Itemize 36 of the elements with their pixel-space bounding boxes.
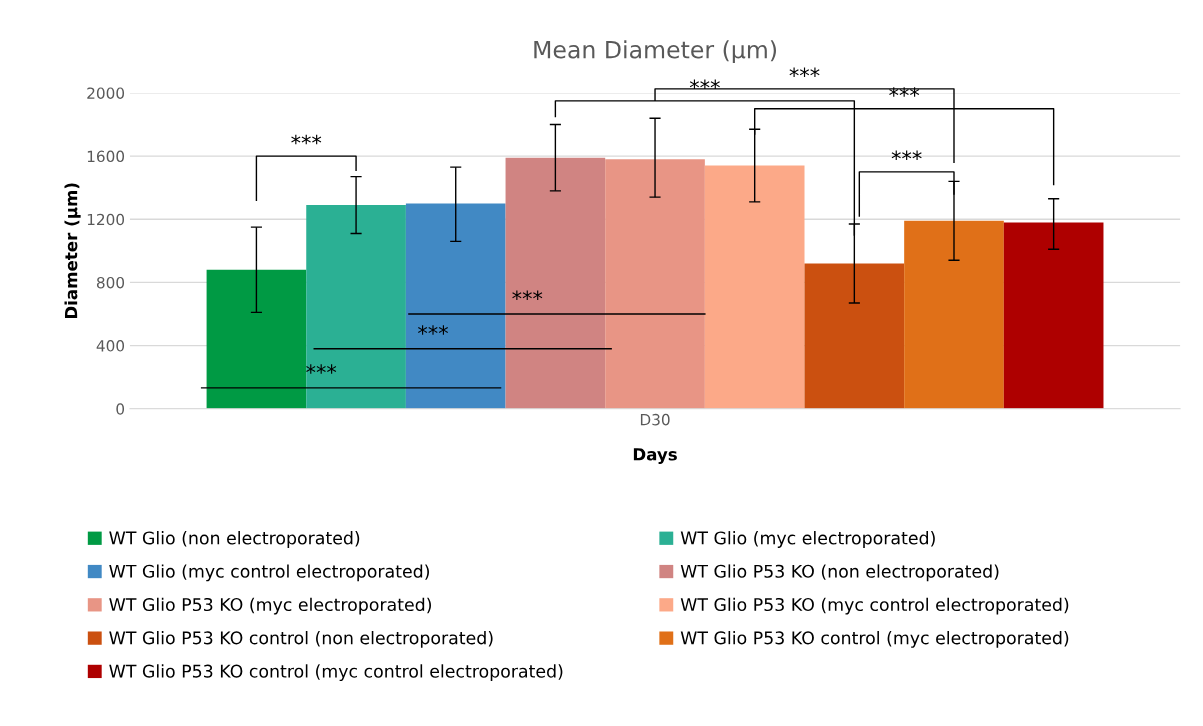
x-tick-label: D30 xyxy=(640,413,670,426)
bar xyxy=(904,220,1004,409)
x-axis-title: Days xyxy=(633,448,677,464)
legend-label: WT Glio (myc control electroporated) xyxy=(109,564,429,582)
legend-label: WT Glio P53 KO (myc electroporated) xyxy=(109,597,431,615)
legend-label: WT Glio (non electroporated) xyxy=(109,531,360,548)
legend-label: WT Glio P53 KO control (myc control electroporated) xyxy=(109,664,563,682)
bar xyxy=(206,269,307,409)
legend-label: WT Glio P53 KO control (non electroporated) xyxy=(109,630,493,648)
legend-label: WT Glio P53 KO (myc control electroporated) xyxy=(680,597,1069,615)
y-tick-label: 400 xyxy=(96,340,125,352)
annotation: *** xyxy=(891,150,922,161)
bar xyxy=(704,165,805,409)
y-tick-label: 0 xyxy=(116,403,125,415)
bar xyxy=(306,205,406,409)
legend-label: WT Glio (myc electroporated) xyxy=(680,531,935,548)
y-axis-title: Diameter (µm) xyxy=(64,183,81,319)
bar xyxy=(804,263,905,409)
legend-label: WT Glio P53 KO (non electroporated) xyxy=(680,564,999,582)
annotation: *** xyxy=(418,325,449,335)
text: *** xyxy=(689,79,720,89)
bar xyxy=(505,157,606,409)
annotation: *** xyxy=(306,364,337,374)
legend-label: WT Glio P53 KO control (myc electroporated) xyxy=(680,630,1069,648)
annotation: *** xyxy=(512,290,543,300)
bar xyxy=(405,203,506,409)
y-tick-label: 1200 xyxy=(87,213,125,226)
bar xyxy=(605,159,705,409)
chart-title: Mean Diameter (µm) xyxy=(534,40,777,64)
y-tick-label: 2000 xyxy=(87,87,125,99)
bar xyxy=(1003,222,1104,409)
annotation: *** xyxy=(291,134,322,145)
y-tick-label: 800 xyxy=(96,276,125,289)
annotation: *** xyxy=(889,87,920,97)
y-tick-label: 1600 xyxy=(87,150,125,163)
text: *** xyxy=(789,67,820,77)
